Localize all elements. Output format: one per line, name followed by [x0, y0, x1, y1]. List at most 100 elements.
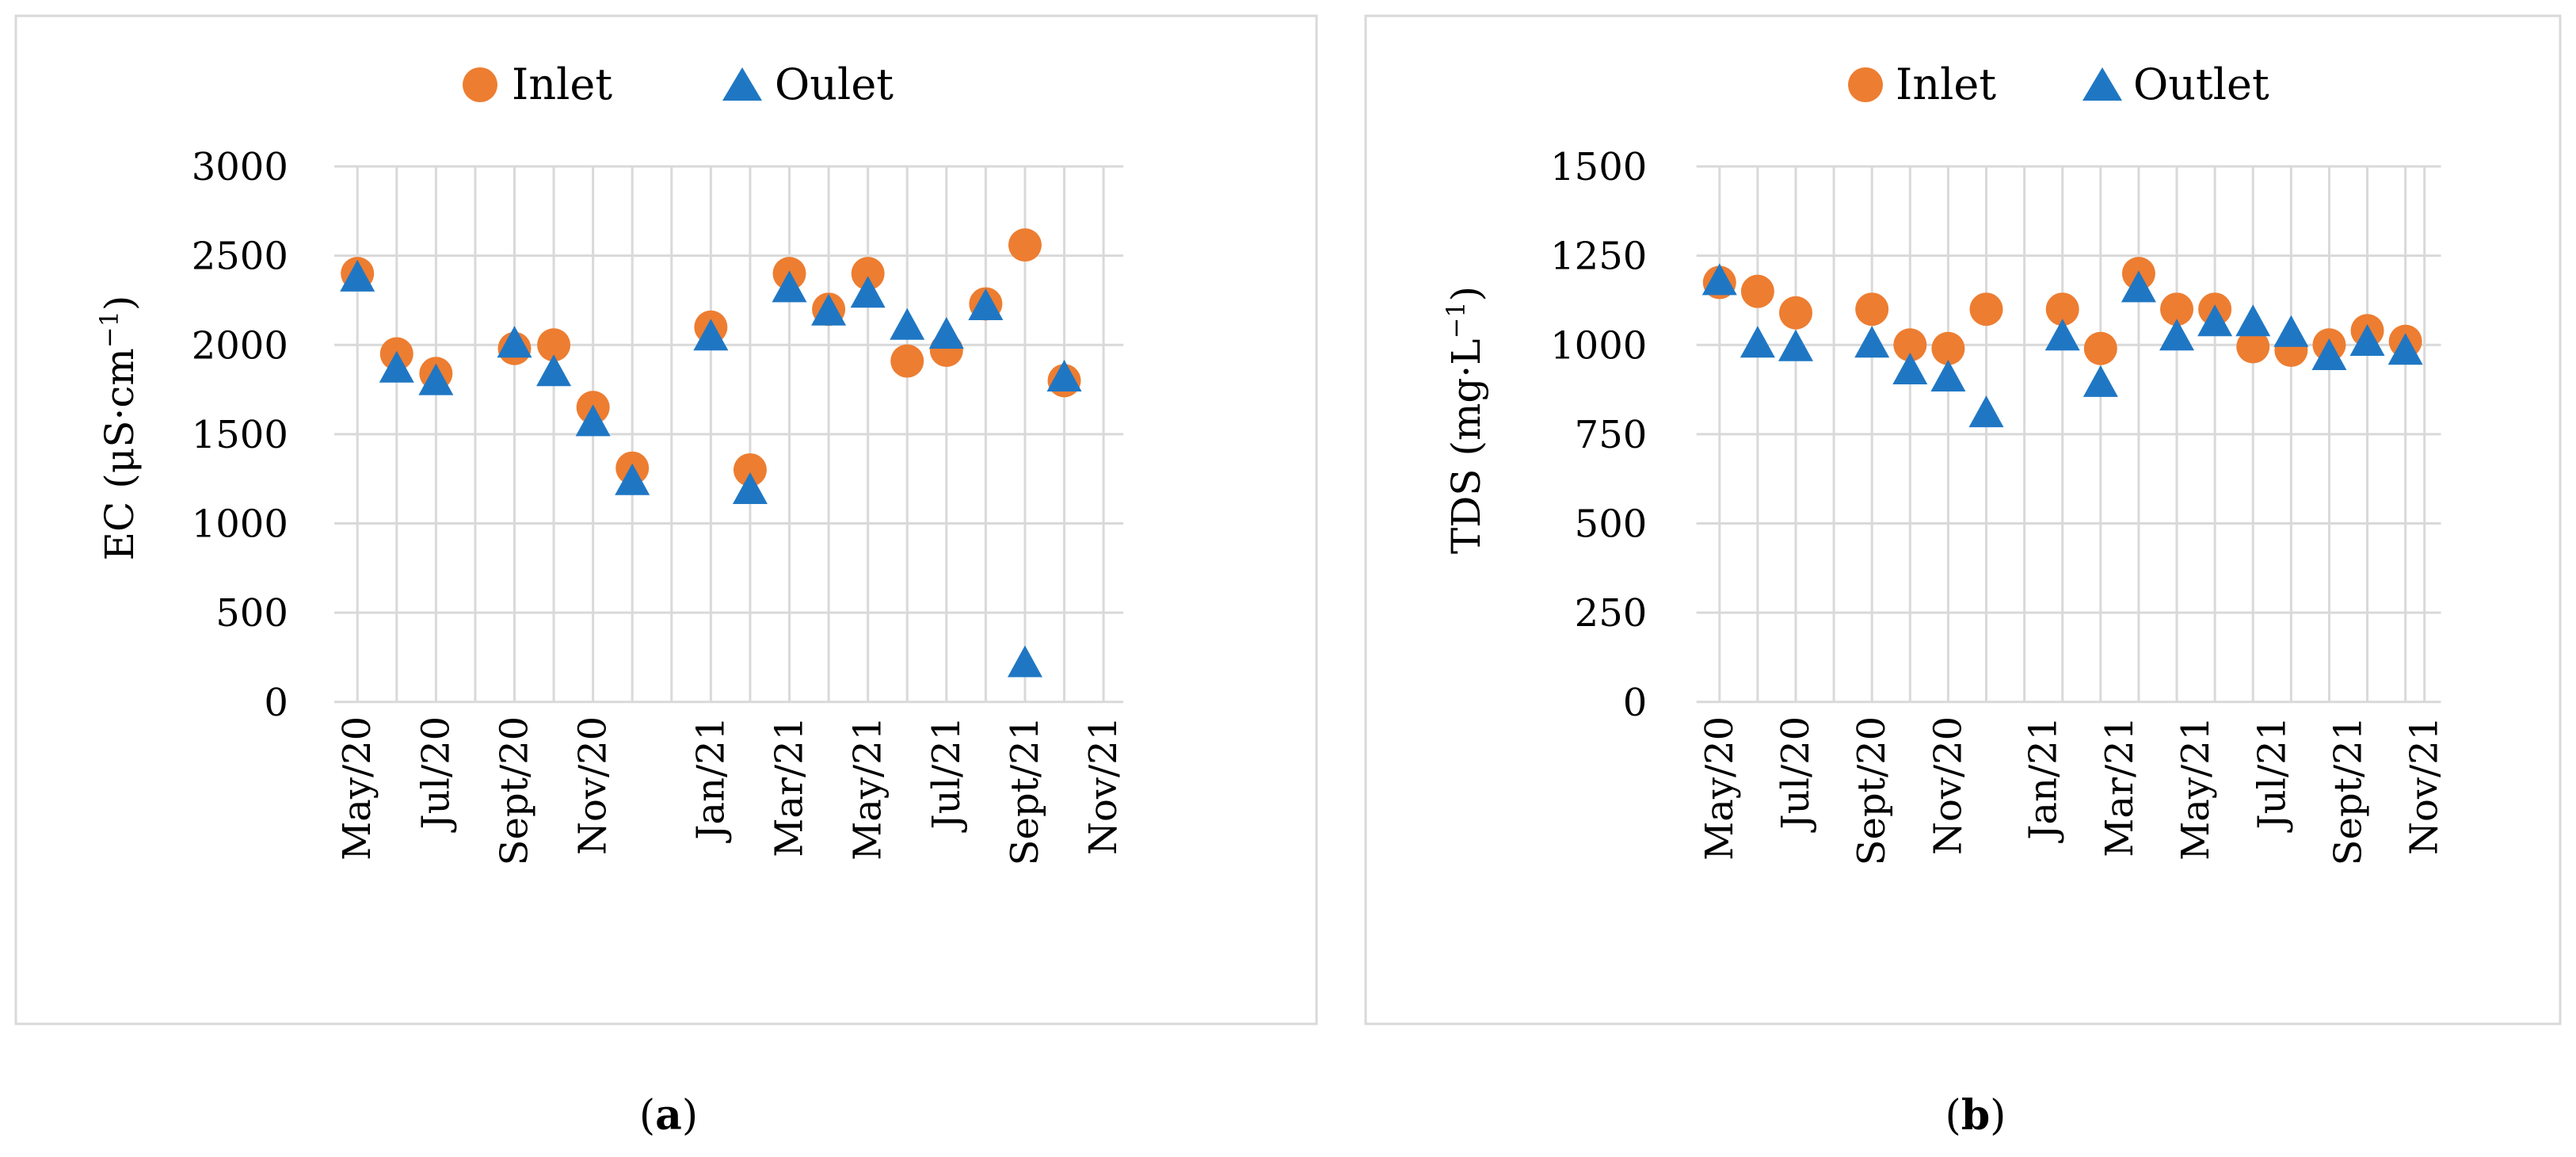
panel-b-outlet-point: [2387, 333, 2423, 365]
panel-a-y-tick-label: 2000: [192, 323, 288, 368]
panel-b-legend-outlet-marker: [2083, 67, 2122, 101]
panel-b-legend-outlet-label: Outlet: [2133, 59, 2269, 109]
panel-a-x-tick-label: Jan/21: [688, 716, 733, 844]
panel-b-y-tick-labels: 0 250 500 750 1000 1250 1500: [1550, 145, 1647, 725]
panel-a-x-tick-label: Jul/21: [924, 716, 969, 834]
panel-b-x-tick-label: Mar/21: [2098, 716, 2142, 857]
panel-b-outlet-point: [1968, 395, 2004, 428]
panel-a-inlet-point: [733, 452, 767, 487]
panel-a-inlet-point: [890, 344, 924, 378]
panel-a-ec-chart: Inlet Oulet EC (μS·cm−1) 0 500 1000 1500 200…: [14, 14, 1318, 1025]
panel-a-x-tick-labels: May/20 Jul/20 Sept/20 Nov/20 Jan/21 Mar/21 May…: [335, 716, 1126, 866]
panel-b-y-tick-label: 750: [1575, 413, 1648, 457]
panel-b-inlet-point: [1740, 274, 1774, 308]
panel-a-outlet-point: [1007, 645, 1042, 678]
panel-b-inlet-point: [2160, 292, 2194, 326]
panel-b-x-tick-label: Sept/20: [1850, 716, 1894, 866]
panel-a-x-tick-label: May/21: [846, 716, 890, 861]
panel-a-inlet-point: [851, 257, 885, 291]
panel-a-outlet-point: [379, 350, 414, 383]
panel-b-outlet-point: [2121, 270, 2156, 303]
panel-a-x-tick-label: Nov/21: [1081, 716, 1126, 855]
panel-b-outlet-point: [2083, 365, 2118, 397]
panel-a-inlet-point: [537, 328, 571, 362]
panel-b-outlet-point: [2311, 338, 2347, 371]
panel-b-x-tick-label: May/20: [1698, 716, 1742, 861]
panel-a-x-tick-label: Mar/21: [768, 716, 812, 857]
panel-a-outlet-point: [1046, 360, 1082, 392]
panel-b-outlet-series: [1701, 263, 2423, 428]
panel-b-inlet-point: [2045, 292, 2079, 326]
panel-a-x-tick-label: May/20: [335, 716, 379, 861]
panel-b-legend-inlet-marker: [1848, 67, 1883, 102]
panel-a-outlet-point: [536, 354, 572, 387]
panel-b-y-tick-label: 500: [1575, 502, 1648, 547]
panel-a-outlet-point: [850, 276, 886, 308]
panel-a-outlet-point: [732, 472, 768, 504]
panel-a-outlet-point: [615, 463, 650, 495]
panel-a-inlet-point: [1008, 228, 1042, 262]
panel-a-x-tick-label: Sept/20: [493, 716, 537, 866]
panel-a-legend: Inlet Oulet: [463, 59, 894, 109]
panel-a-oulet-series: [340, 259, 1082, 678]
panel-b-inlet-point: [1893, 328, 1927, 362]
panel-b-x-tick-labels: May/20 Jul/20 Sept/20 Nov/20 Jan/21 Mar/21 May…: [1698, 716, 2447, 866]
panel-a-outlet-point: [418, 363, 454, 395]
panel-b-x-tick-label: Jul/21: [2250, 716, 2294, 834]
panel-b-inlet-point: [1931, 331, 1965, 365]
panel-a-x-tick-label: Sept/21: [1003, 716, 1047, 866]
panel-b-outlet-point: [1778, 329, 1813, 361]
panel-a-caption: (a): [639, 1091, 698, 1140]
panel-b-outlet-point: [1701, 263, 1737, 296]
panel-a-legend-inlet-label: Inlet: [512, 59, 612, 109]
panel-b-y-axis-title: TDS (mg·L−1): [1441, 286, 1489, 554]
panel-b-y-tick-label: 250: [1575, 591, 1648, 636]
panel-b-x-tick-label: Nov/20: [1926, 716, 1970, 855]
panel-b-inlet-series: [1702, 257, 2422, 368]
panel-b-inlet-point: [1969, 292, 2003, 326]
panel-b-outlet-point: [2273, 315, 2309, 347]
panel-a-outlet-point: [928, 317, 964, 349]
panel-b-x-tick-label: May/21: [2174, 716, 2218, 861]
panel-a-legend-oulet-marker: [722, 67, 762, 101]
panel-b-outlet-point: [2044, 319, 2080, 351]
panel-b-y-tick-label: 1500: [1550, 145, 1647, 189]
panel-a-outlet-point: [811, 293, 847, 326]
panel-b-inlet-point: [1855, 292, 1889, 326]
panel-a-gridlines: [334, 165, 1124, 704]
panel-b-caption: (b): [1945, 1091, 2006, 1140]
panel-a-legend-inlet-marker: [463, 67, 497, 102]
panel-a-frame: [14, 14, 1318, 1025]
panel-b-outlet-point: [2235, 304, 2271, 337]
panel-a-outlet-point: [497, 326, 532, 358]
panel-a-x-tick-label: Nov/20: [571, 716, 615, 855]
panel-a-x-tick-label: Jul/20: [413, 716, 458, 834]
panel-b-outlet-point: [2197, 304, 2233, 337]
panel-b-x-tick-label: Sept/21: [2326, 716, 2370, 866]
panel-a-outlet-point: [575, 404, 611, 437]
panel-b-inlet-point: [2083, 331, 2117, 365]
panel-a-y-tick-label: 1500: [192, 413, 288, 457]
panel-b-x-tick-label: Nov/21: [2403, 716, 2447, 855]
panel-b-y-tick-label: 1000: [1550, 323, 1647, 368]
panel-a-y-tick-label: 2500: [192, 235, 288, 279]
panel-b-x-tick-label: Jul/20: [1774, 716, 1818, 834]
panel-a-y-axis-title: EC (μS·cm−1): [94, 296, 143, 561]
panel-b-outlet-point: [1854, 326, 1890, 358]
panel-b-outlet-point: [2159, 319, 2195, 351]
panel-b-inlet-point: [1778, 296, 1812, 330]
panel-a-y-tick-label: 1000: [192, 502, 288, 547]
panel-a-outlet-point: [340, 259, 375, 292]
panel-b-outlet-point: [2349, 324, 2385, 357]
panel-a-outlet-point: [693, 319, 729, 351]
panel-b-tds-chart: Inlet Outlet TDS (mg·L−1) 0 250 500 750 1000…: [1364, 14, 2562, 1025]
panel-b-outlet-point: [1892, 353, 1928, 385]
panel-a-outlet-point: [890, 307, 925, 340]
panel-b-outlet-point: [1740, 326, 1775, 358]
panel-a-y-tick-label: 500: [215, 591, 288, 636]
panel-a-outlet-point: [968, 288, 1004, 320]
panel-b-y-tick-label: 0: [1623, 681, 1648, 725]
panel-a-y-tick-label: 3000: [192, 145, 288, 189]
panel-b-y-tick-label: 1250: [1550, 235, 1647, 279]
